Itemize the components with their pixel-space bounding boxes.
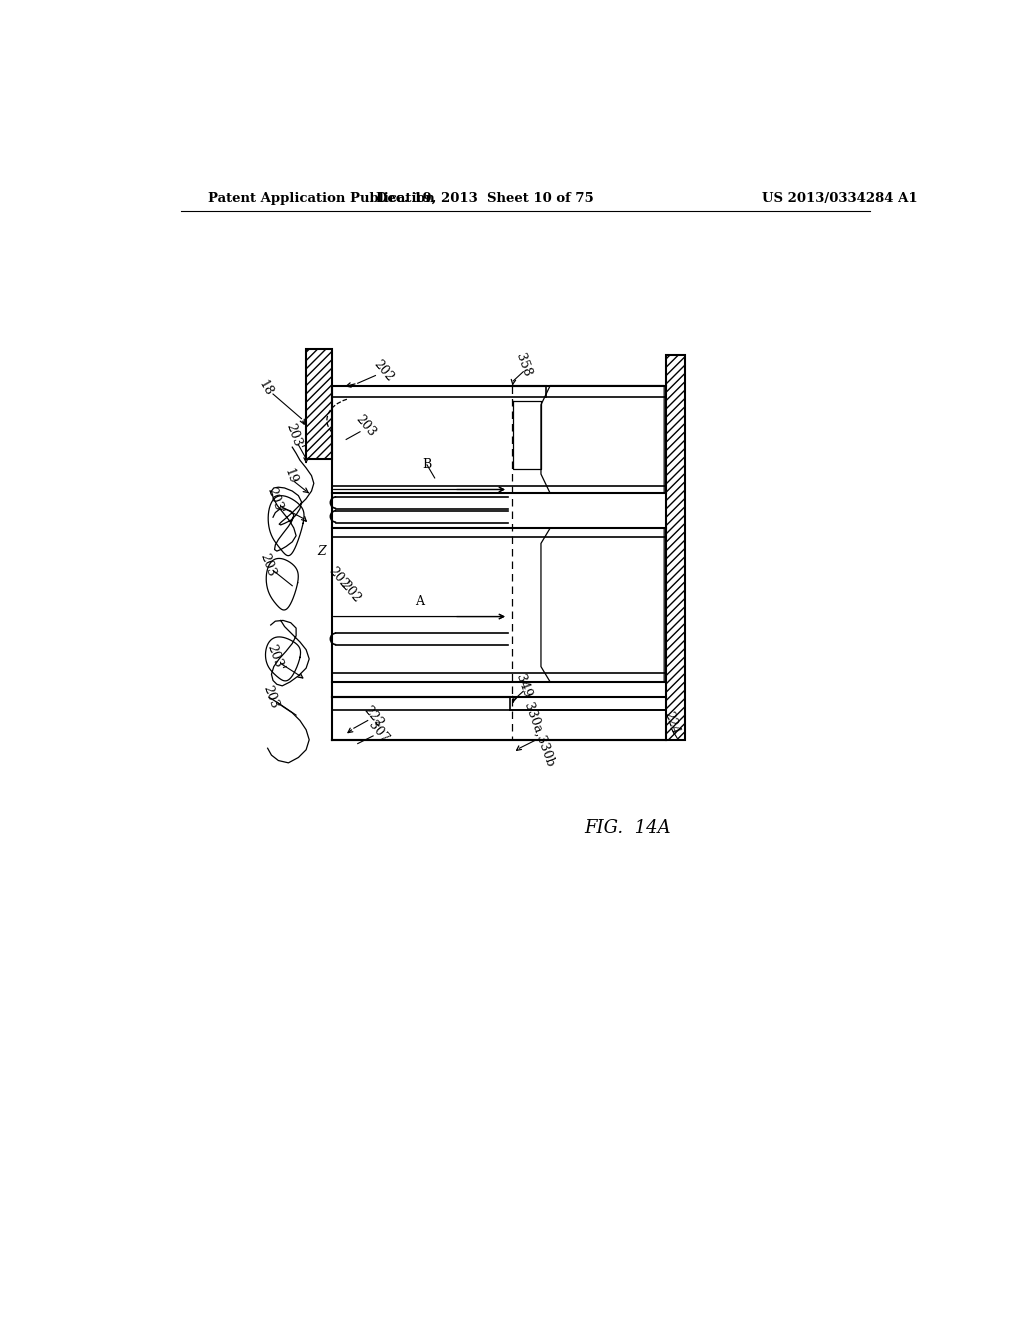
Text: 19: 19 bbox=[282, 467, 299, 486]
Polygon shape bbox=[541, 385, 665, 494]
Text: 203: 203 bbox=[352, 413, 378, 440]
Text: 203': 203' bbox=[284, 422, 305, 453]
Polygon shape bbox=[306, 348, 333, 459]
Text: 224: 224 bbox=[660, 709, 681, 737]
Text: 202: 202 bbox=[337, 578, 362, 605]
Text: US 2013/0334284 A1: US 2013/0334284 A1 bbox=[762, 191, 918, 205]
Text: Z: Z bbox=[317, 545, 326, 557]
Text: 307: 307 bbox=[366, 718, 391, 746]
Polygon shape bbox=[541, 528, 665, 682]
Text: 203': 203' bbox=[264, 643, 286, 672]
Text: 18: 18 bbox=[256, 378, 274, 399]
Text: Dec. 19, 2013  Sheet 10 of 75: Dec. 19, 2013 Sheet 10 of 75 bbox=[376, 191, 594, 205]
Text: 202: 202 bbox=[371, 358, 395, 384]
Text: 358: 358 bbox=[513, 351, 534, 379]
Text: 203: 203 bbox=[260, 684, 281, 711]
Text: 349: 349 bbox=[513, 672, 534, 700]
Text: FIG.  14A: FIG. 14A bbox=[584, 820, 671, 837]
Polygon shape bbox=[666, 355, 685, 739]
Text: B: B bbox=[422, 458, 432, 471]
Text: 202: 202 bbox=[326, 565, 351, 591]
Text: A: A bbox=[415, 594, 424, 607]
Text: 222: 222 bbox=[360, 704, 386, 730]
Text: 330a,330b: 330a,330b bbox=[521, 701, 556, 768]
Text: Patent Application Publication: Patent Application Publication bbox=[208, 191, 434, 205]
Text: 203': 203' bbox=[264, 486, 286, 516]
Text: 203: 203 bbox=[257, 552, 278, 578]
